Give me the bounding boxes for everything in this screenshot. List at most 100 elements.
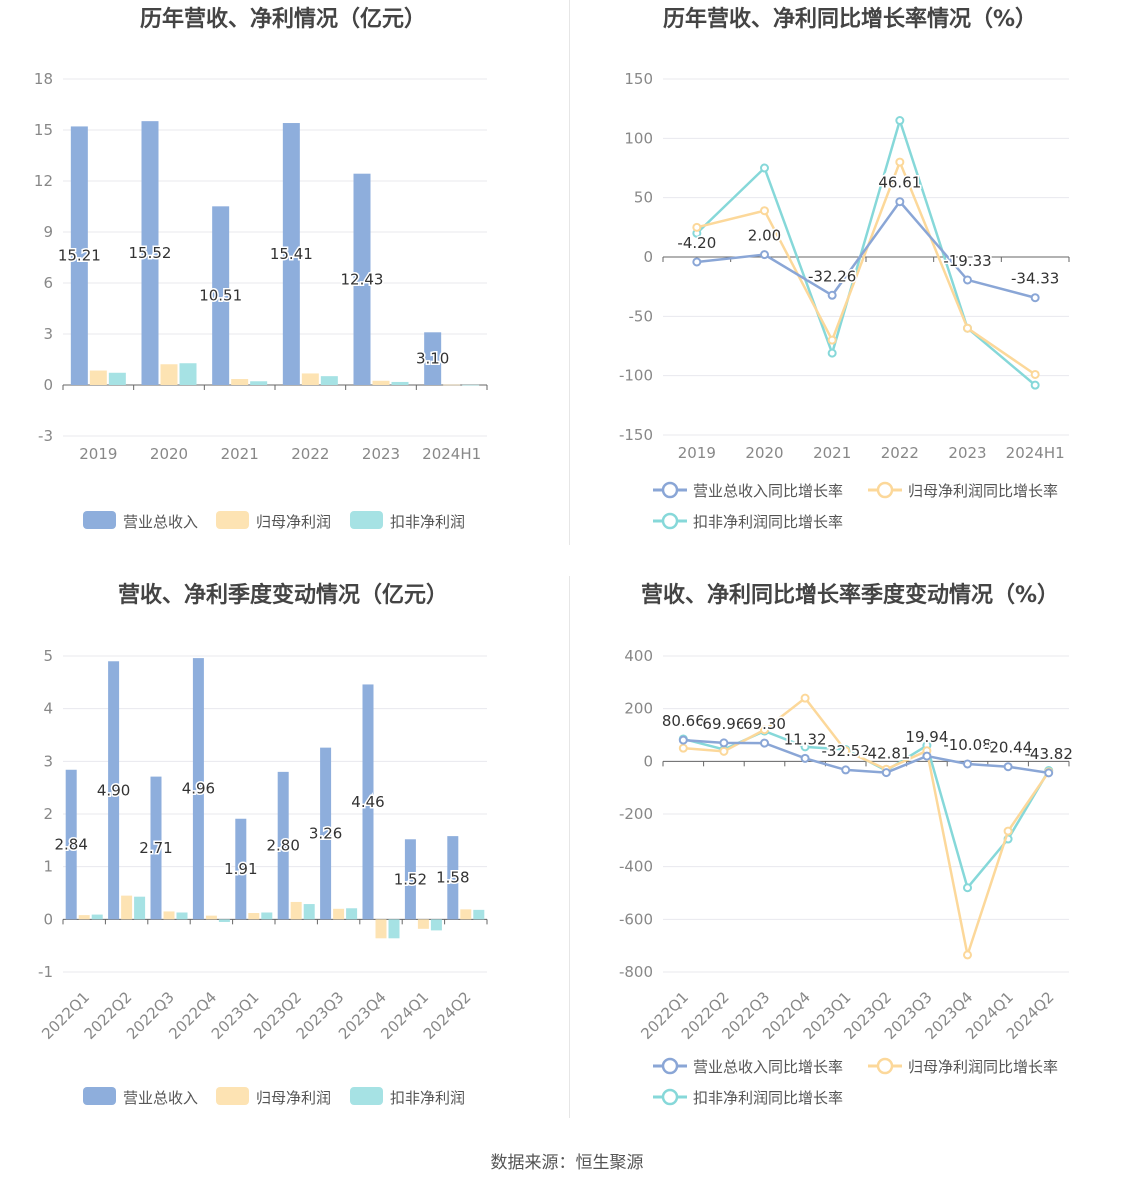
series-point [1003,762,1013,772]
x-tick-label: 2024Q2 [420,988,475,1043]
series-line [696,199,1036,299]
x-tick-label: 2020 [745,444,783,462]
legend: 营业总收入 归母净利润 扣非净利润 [83,1087,465,1107]
bar [430,919,442,931]
legend-label: 营业总收入同比增长率 [693,482,843,500]
data-label: 11.32 [784,730,827,748]
y-tick-label: 3 [43,325,53,343]
y-tick-label: 15 [34,121,53,139]
bar [141,121,159,385]
y-tick-label: 1 [43,858,53,876]
data-label: 4.90 [97,781,130,799]
series-point [760,738,769,748]
y-tick-label: 0 [643,248,653,266]
series-point [963,759,972,769]
y-tick-label: -600 [619,910,653,928]
y-tick-label: 100 [624,129,653,147]
chart-title: 历年营收、净利情况（亿元） [140,6,426,32]
y-tick-label: 400 [624,647,653,665]
bar [290,901,302,920]
bar [248,913,260,920]
bar [424,332,442,385]
bar [320,747,332,920]
y-tick-label: -100 [619,367,653,385]
legend-label: 归母净利润同比增长率 [908,482,1058,500]
bar [205,915,217,920]
series-point [827,348,837,358]
annual-growth-chart: 历年营收、净利同比增长率情况（%） -150 -100 -50 0 50 100 150 201… [567,0,1134,576]
series-point [760,206,769,216]
bar [250,381,268,385]
bar [91,914,103,920]
quarterly-growth-chart: 营收、净利同比增长率季度变动情况（%） -800 -600 -400 -200 0 200 4… [567,576,1134,1152]
data-label: 2.80 [266,837,299,855]
quarterly-amount-svg: 营收、净利季度变动情况（亿元）-10123452022Q12022Q22022Q… [38,582,488,1107]
legend-label: 归母净利润 [256,1089,331,1107]
x-tick-label: 2022 [881,444,919,462]
bar [235,818,247,920]
bar [65,769,77,920]
x-tick-label: 2022 [291,445,329,463]
x-tick-label: 2024H1 [1006,444,1065,462]
legend-swatch [216,1087,249,1105]
data-label: 19.94 [905,728,948,746]
y-tick-label: 5 [43,647,53,665]
data-label: 3.26 [309,824,342,842]
series-point [895,116,905,126]
series-point [881,768,891,778]
data-label: 3.10 [416,350,449,368]
y-tick-label: -3 [38,427,53,445]
series-point [827,335,837,345]
legend-marker [661,512,679,530]
series-point [760,250,769,260]
data-label: 69.30 [743,715,786,733]
bar [218,919,230,922]
data-label: -19.33 [943,252,991,270]
bar [160,364,178,385]
y-tick-label: -50 [629,307,654,325]
x-tick-label: 2023 [362,445,400,463]
bar [473,909,485,920]
bar [176,912,188,920]
bar [391,381,409,385]
bar [192,658,204,920]
y-tick-label: -800 [619,963,653,981]
bar [320,376,338,385]
y-tick-label: 9 [43,223,53,241]
quarterly-amount-chart: 营收、净利季度变动情况（亿元） -1 0 1 2 3 4 5 2022Q1 2022Q2 2022Q… [0,576,567,1152]
series-point [719,746,729,756]
y-tick-label: 0 [43,376,53,394]
data-label: -10.08 [943,736,991,754]
data-label: -4.20 [677,234,716,252]
data-label: -32.26 [808,267,856,285]
bar [70,126,88,386]
bar [388,919,400,939]
series-point [963,323,972,333]
bar [212,206,230,385]
bar [404,839,416,920]
bar [134,896,146,920]
legend-label: 扣非净利润同比增长率 [693,1089,843,1107]
bar [372,380,390,385]
legend-label: 扣非净利润 [390,1089,465,1107]
data-label: 46.61 [878,174,921,192]
y-tick-label: 0 [643,752,653,770]
data-label: 2.71 [139,839,172,857]
legend-marker [661,1057,679,1075]
bar [121,895,133,920]
y-tick-label: 150 [624,70,653,88]
y-tick-label: 0 [43,910,53,928]
bar [89,370,107,385]
x-tick-label: 2020 [150,445,188,463]
data-label: 69.96 [702,715,745,733]
bar [333,908,345,920]
data-label: 1.52 [394,870,427,888]
data-label: 15.41 [270,245,313,263]
series-point [922,751,932,761]
series-point [895,157,905,167]
series-point [800,742,810,752]
series-point [1030,380,1040,390]
x-tick-label: 2023 [948,444,986,462]
series-point [1003,826,1013,836]
